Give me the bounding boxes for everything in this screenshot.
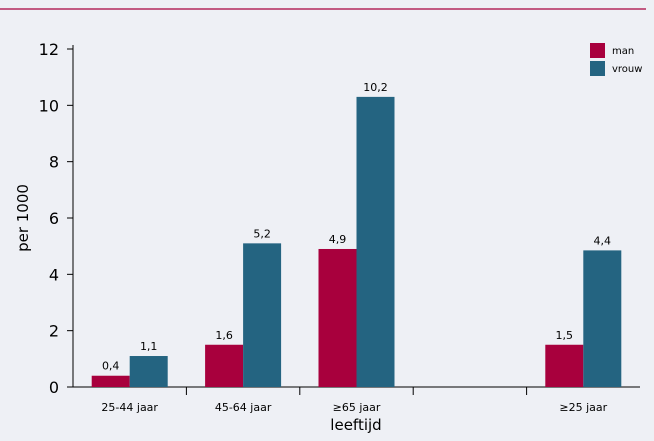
y-tick-label: 6 bbox=[49, 209, 59, 228]
legend-label-vrouw: vrouw bbox=[612, 64, 642, 75]
data-label: 1,6 bbox=[215, 329, 233, 342]
y-tick-label: 12 bbox=[39, 40, 59, 59]
x-tick-label: ≥65 jaar bbox=[333, 401, 381, 414]
bar-vrouw bbox=[243, 243, 282, 387]
bars bbox=[91, 96, 622, 387]
bar-vrouw bbox=[129, 356, 168, 387]
x-tick-label: ≥25 jaar bbox=[559, 401, 607, 414]
data-label: 5,2 bbox=[253, 227, 271, 240]
y-axis-label: per 1000 bbox=[14, 184, 32, 252]
legend-swatch-vrouw bbox=[590, 61, 605, 76]
y-tick-label: 4 bbox=[49, 265, 59, 284]
data-labels: 0,4 1,1 1,6 5,2 4,9 10,2 1,5 4,4 bbox=[102, 81, 611, 373]
data-label: 4,4 bbox=[594, 234, 612, 247]
y-tick-label: 10 bbox=[39, 96, 59, 115]
legend-label-man: man bbox=[612, 46, 634, 57]
data-label: 10,2 bbox=[363, 81, 388, 94]
legend-swatch-man bbox=[590, 43, 605, 58]
data-label: 0,4 bbox=[102, 360, 120, 373]
data-label: 1,1 bbox=[140, 340, 158, 353]
data-label: 1,5 bbox=[556, 329, 574, 342]
bar-man bbox=[205, 344, 244, 387]
y-tick-label: 0 bbox=[49, 378, 59, 397]
data-label: 4,9 bbox=[329, 233, 347, 246]
bar-man bbox=[545, 344, 584, 387]
bar-vrouw bbox=[356, 96, 395, 387]
bar-man bbox=[318, 248, 357, 387]
legend: man vrouw bbox=[590, 43, 642, 76]
bar-man bbox=[91, 375, 130, 387]
bar-vrouw bbox=[583, 250, 622, 387]
x-tick-label: 25-44 jaar bbox=[101, 401, 158, 414]
y-tick-label: 2 bbox=[49, 322, 59, 341]
y-tick-label: 8 bbox=[49, 153, 59, 172]
x-tick-label: 45-64 jaar bbox=[215, 401, 272, 414]
x-axis-label: leeftijd bbox=[330, 416, 381, 434]
